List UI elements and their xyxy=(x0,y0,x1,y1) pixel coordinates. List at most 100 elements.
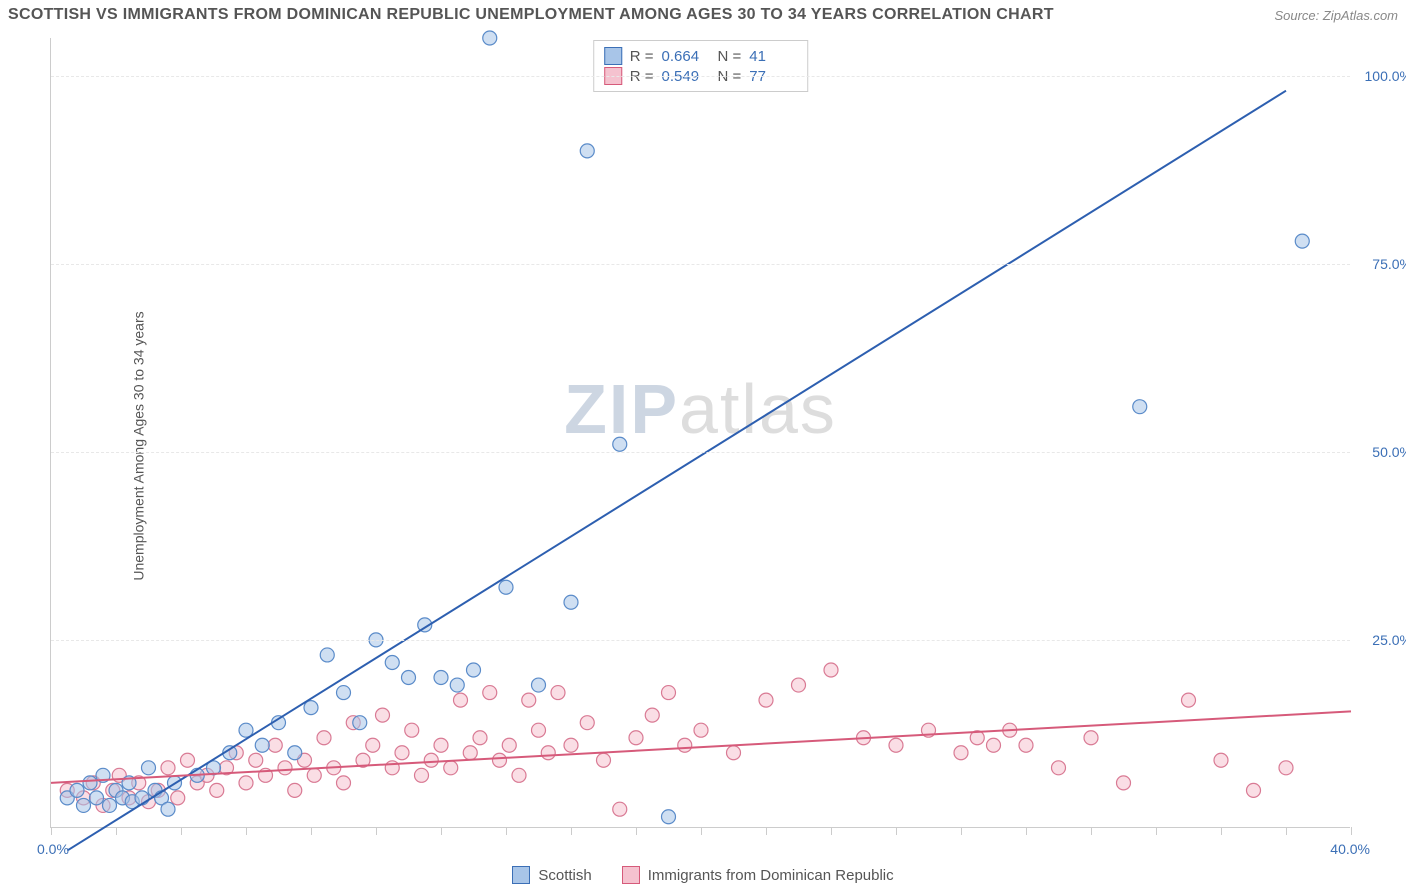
data-point xyxy=(395,746,409,760)
data-point xyxy=(1182,693,1196,707)
x-tick xyxy=(1286,827,1287,835)
gridline xyxy=(51,264,1350,265)
x-tick xyxy=(896,827,897,835)
swatch-blue-icon xyxy=(604,47,622,65)
x-tick xyxy=(181,827,182,835)
data-point xyxy=(467,663,481,677)
data-point xyxy=(353,716,367,730)
data-point xyxy=(376,708,390,722)
data-point xyxy=(645,708,659,722)
x-tick xyxy=(571,827,572,835)
data-point xyxy=(1214,753,1228,767)
x-tick xyxy=(1221,827,1222,835)
x-tick xyxy=(766,827,767,835)
data-point xyxy=(415,768,429,782)
data-point xyxy=(727,746,741,760)
data-point xyxy=(1279,761,1293,775)
data-point xyxy=(171,791,185,805)
x-tick xyxy=(1351,827,1352,835)
data-point xyxy=(320,648,334,662)
data-point xyxy=(613,437,627,451)
y-tick-label: 25.0% xyxy=(1372,632,1406,648)
data-point xyxy=(288,746,302,760)
x-tick xyxy=(636,827,637,835)
data-point xyxy=(502,738,516,752)
data-point xyxy=(483,686,497,700)
source-label: Source: ZipAtlas.com xyxy=(1274,8,1398,23)
data-point xyxy=(307,768,321,782)
data-point xyxy=(580,144,594,158)
data-point xyxy=(181,753,195,767)
title-bar: SCOTTISH VS IMMIGRANTS FROM DOMINICAN RE… xyxy=(8,6,1398,24)
data-point xyxy=(424,753,438,767)
data-point xyxy=(463,746,477,760)
x-tick xyxy=(1026,827,1027,835)
data-point xyxy=(337,686,351,700)
data-point xyxy=(499,580,513,594)
trend-line xyxy=(67,91,1286,851)
data-point xyxy=(564,595,578,609)
data-point xyxy=(70,783,84,797)
data-point xyxy=(337,776,351,790)
data-point xyxy=(210,783,224,797)
x-tick xyxy=(1091,827,1092,835)
x-tick xyxy=(116,827,117,835)
gridline xyxy=(51,640,1350,641)
data-point xyxy=(434,738,448,752)
data-point xyxy=(580,716,594,730)
data-point xyxy=(551,686,565,700)
data-point xyxy=(824,663,838,677)
data-point xyxy=(629,731,643,745)
data-point xyxy=(759,693,773,707)
data-point xyxy=(678,738,692,752)
legend-item-dominican: Immigrants from Dominican Republic xyxy=(622,866,894,884)
data-point xyxy=(444,761,458,775)
data-point xyxy=(1295,234,1309,248)
data-point xyxy=(1133,400,1147,414)
data-point xyxy=(954,746,968,760)
data-point xyxy=(662,810,676,824)
chart-svg xyxy=(51,38,1350,827)
data-point xyxy=(288,783,302,797)
data-point xyxy=(987,738,1001,752)
x-tick xyxy=(831,827,832,835)
data-point xyxy=(473,731,487,745)
x-tick xyxy=(311,827,312,835)
x-tick xyxy=(441,827,442,835)
data-point xyxy=(103,798,117,812)
x-tick xyxy=(376,827,377,835)
data-point xyxy=(278,761,292,775)
data-point xyxy=(792,678,806,692)
swatch-blue-icon xyxy=(512,866,530,884)
data-point xyxy=(1084,731,1098,745)
gridline xyxy=(51,452,1350,453)
stats-row-blue: R = 0.664 N = 41 xyxy=(604,47,798,65)
data-point xyxy=(161,761,175,775)
data-point xyxy=(889,738,903,752)
x-tick xyxy=(51,827,52,835)
data-point xyxy=(402,671,416,685)
data-point xyxy=(366,738,380,752)
data-point xyxy=(77,798,91,812)
x-axis-min-label: 0.0% xyxy=(37,841,69,857)
data-point xyxy=(255,738,269,752)
data-point xyxy=(385,655,399,669)
trend-line xyxy=(51,711,1351,782)
gridline xyxy=(51,76,1350,77)
data-point xyxy=(249,753,263,767)
y-tick-label: 75.0% xyxy=(1372,256,1406,272)
y-tick-label: 100.0% xyxy=(1365,68,1406,84)
data-point xyxy=(597,753,611,767)
data-point xyxy=(83,776,97,790)
x-tick xyxy=(506,827,507,835)
data-point xyxy=(1019,738,1033,752)
data-point xyxy=(161,802,175,816)
data-point xyxy=(532,723,546,737)
data-point xyxy=(662,686,676,700)
data-point xyxy=(483,31,497,45)
data-point xyxy=(268,738,282,752)
data-point xyxy=(434,671,448,685)
data-point xyxy=(1247,783,1261,797)
data-point xyxy=(405,723,419,737)
data-point xyxy=(512,768,526,782)
